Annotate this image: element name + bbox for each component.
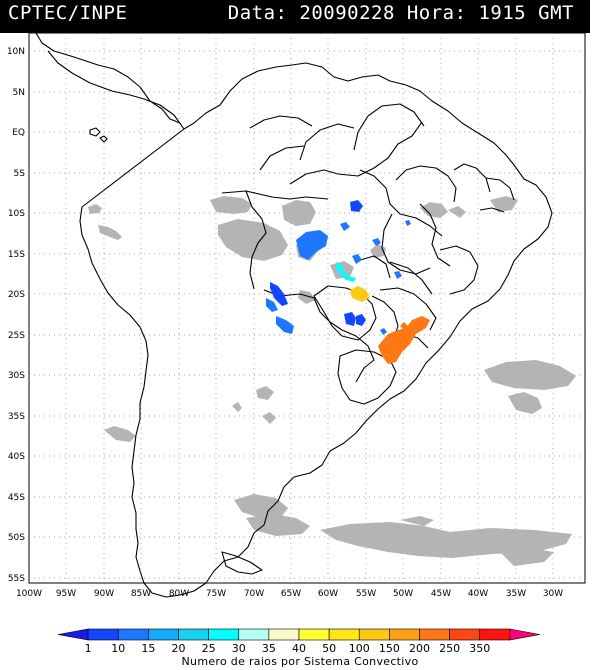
lightning-cluster bbox=[350, 286, 370, 302]
lon-label: 50W bbox=[393, 589, 413, 599]
lightning-cluster bbox=[316, 232, 326, 242]
legend-tick-label: 40 bbox=[292, 642, 306, 655]
lightning-cluster bbox=[400, 322, 408, 330]
lightning-cluster bbox=[336, 262, 356, 282]
latitude-labels: 10N 5N EQ 5S 10S 15S 20S 25S 30S 35S 40S… bbox=[7, 47, 25, 584]
lon-label: 60W bbox=[318, 589, 338, 599]
datetime-label: Data: 20090228 Hora: 1915 GMT bbox=[227, 2, 574, 24]
legend-tick-label: 150 bbox=[379, 642, 400, 655]
lon-label: 80W bbox=[169, 589, 189, 599]
lon-label: 55W bbox=[356, 589, 376, 599]
lightning-cluster bbox=[356, 314, 366, 326]
lat-label: 55S bbox=[8, 574, 25, 584]
lat-label: EQ bbox=[12, 128, 25, 138]
lightning-cluster bbox=[372, 238, 381, 246]
lat-label: 35S bbox=[8, 412, 25, 422]
legend-tick-label: 20 bbox=[172, 642, 186, 655]
color-legend: 1 10 15 20 25 30 35 40 50 100 150 200 250 350 bbox=[57, 628, 541, 655]
lat-label: 50S bbox=[8, 533, 25, 543]
lat-label: 5S bbox=[14, 169, 26, 179]
lat-label: 10N bbox=[7, 47, 25, 57]
lat-label: 30S bbox=[8, 371, 25, 381]
lat-label: 10S bbox=[8, 209, 25, 219]
legend-swatch bbox=[358, 628, 390, 641]
legend-swatch bbox=[419, 628, 450, 641]
lightning-cluster bbox=[380, 328, 387, 335]
legend-swatch bbox=[449, 628, 481, 641]
lightning-cluster bbox=[352, 254, 362, 264]
lat-label: 45S bbox=[8, 493, 25, 503]
legend-tick-label: 15 bbox=[141, 642, 155, 655]
lightning-map: 10N 5N EQ 5S 10S 15S 20S 25S 30S 35S 40S… bbox=[7, 32, 586, 599]
legend-swatch bbox=[298, 628, 330, 641]
legend-swatches bbox=[57, 628, 541, 641]
legend-tick-label: 200 bbox=[409, 642, 430, 655]
source-label: CPTEC/INPE bbox=[8, 2, 128, 24]
lightning-cluster bbox=[340, 222, 350, 231]
legend-swatch bbox=[389, 628, 420, 641]
map-frame bbox=[28, 32, 586, 584]
legend-tick-label: 350 bbox=[469, 642, 490, 655]
legend-swatch bbox=[328, 628, 360, 641]
legend-tick-label: 30 bbox=[232, 642, 246, 655]
legend-ticks: 1 10 15 20 25 30 35 40 50 100 150 200 250 350 bbox=[85, 642, 491, 655]
legend-swatch bbox=[509, 628, 541, 641]
lightning-cluster bbox=[350, 200, 363, 212]
legend-tick-label: 10 bbox=[111, 642, 125, 655]
map-header: CPTEC/INPE Data: 20090228 Hora: 1915 GMT bbox=[0, 0, 590, 33]
lightning-cluster bbox=[378, 316, 430, 364]
legend-tick-label: 250 bbox=[439, 642, 460, 655]
legend-swatch bbox=[479, 628, 511, 641]
legend-swatch bbox=[148, 628, 179, 641]
legend-tick-label: 100 bbox=[349, 642, 370, 655]
lightning-cluster bbox=[276, 316, 294, 334]
lightning-cluster bbox=[405, 220, 411, 226]
legend-swatch bbox=[268, 628, 300, 641]
lat-label: 5N bbox=[13, 88, 25, 98]
legend-swatch bbox=[208, 628, 240, 641]
lat-label: 20S bbox=[8, 290, 25, 300]
lon-label: 100W bbox=[16, 589, 42, 599]
map-grid bbox=[29, 33, 585, 583]
lon-label: 75W bbox=[206, 589, 226, 599]
legend-swatch bbox=[238, 628, 270, 641]
lightning-cluster bbox=[394, 271, 402, 279]
lon-label: 90W bbox=[94, 589, 114, 599]
lightning-cluster bbox=[270, 282, 288, 306]
legend-tick-label: 25 bbox=[202, 642, 216, 655]
lat-label: 40S bbox=[8, 452, 25, 462]
lat-label: 15S bbox=[8, 250, 25, 260]
legend-tick-label: 50 bbox=[322, 642, 336, 655]
legend-swatch bbox=[178, 628, 209, 641]
legend-swatch bbox=[117, 628, 149, 641]
legend-swatch bbox=[57, 628, 89, 641]
lon-label: 30W bbox=[543, 589, 563, 599]
lon-label: 45W bbox=[431, 589, 451, 599]
lon-label: 95W bbox=[56, 589, 76, 599]
lon-label: 40W bbox=[468, 589, 488, 599]
lon-label: 35W bbox=[506, 589, 526, 599]
lon-label: 65W bbox=[281, 589, 301, 599]
legend-tick-label: 35 bbox=[262, 642, 276, 655]
legend-tick-label: 1 bbox=[85, 642, 92, 655]
lightning-cluster bbox=[344, 312, 356, 326]
lightning-clusters bbox=[266, 200, 430, 364]
lon-label: 70W bbox=[244, 589, 264, 599]
legend-swatch bbox=[87, 628, 119, 641]
lat-label: 25S bbox=[8, 331, 25, 341]
lightning-cluster bbox=[266, 298, 278, 312]
legend-caption: Numero de raios por Sistema Convectivo bbox=[181, 655, 419, 668]
lon-label: 85W bbox=[131, 589, 151, 599]
longitude-labels: 100W 95W 90W 85W 80W 75W 70W 65W 60W 55W… bbox=[16, 589, 563, 599]
